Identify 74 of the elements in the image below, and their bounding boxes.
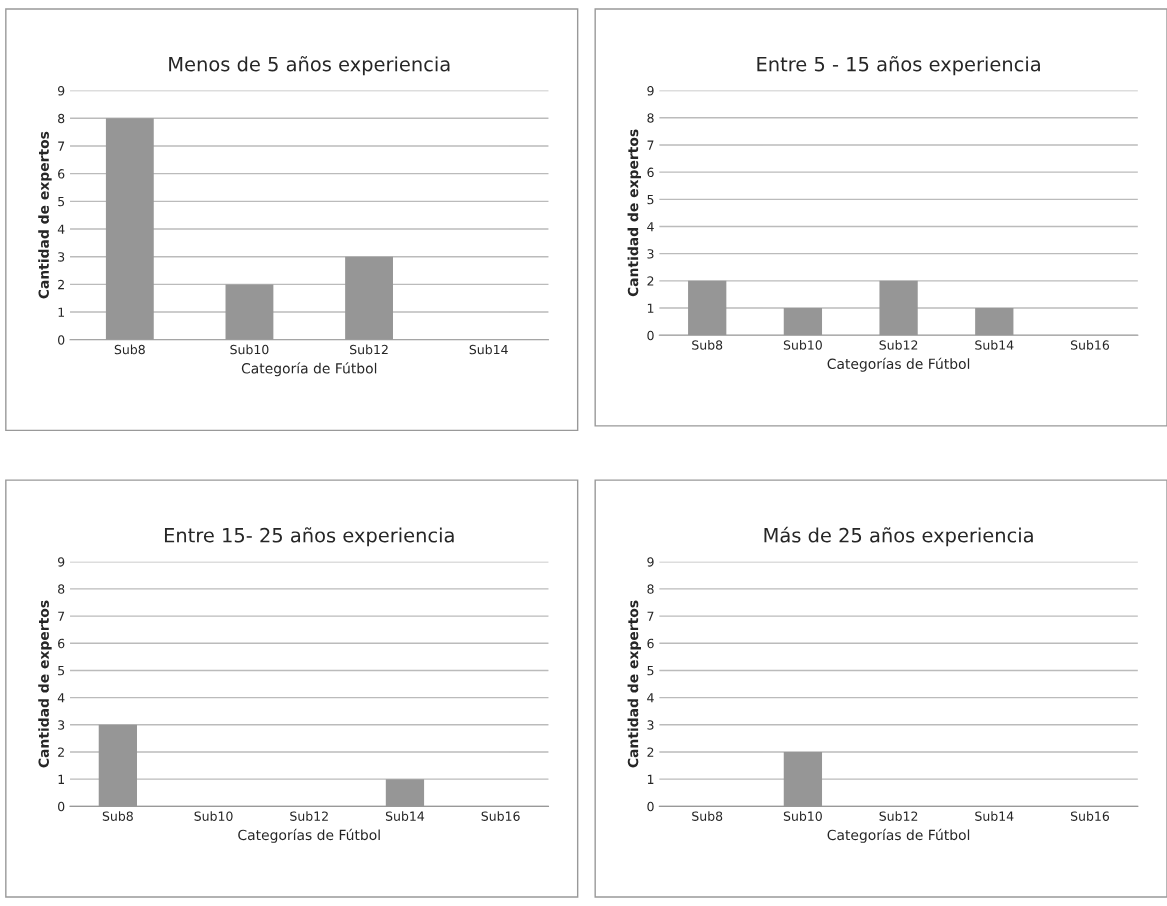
y-tick-label: 5 bbox=[647, 666, 654, 676]
y-tick-label: 6 bbox=[58, 638, 65, 649]
y-tick-label: 6 bbox=[58, 169, 65, 179]
y-axis-title: Cantidad de expertos bbox=[38, 131, 52, 299]
x-axis-title: Categoría de Fútbol bbox=[241, 362, 377, 377]
y-tick-label: 1 bbox=[647, 774, 654, 784]
y-tick-label: 0 bbox=[647, 330, 654, 341]
y-tick-label: 4 bbox=[57, 693, 65, 703]
x-tick-label: Sub12 bbox=[879, 340, 918, 350]
x-tick-label: Sub10 bbox=[783, 811, 822, 821]
y-tick-label: 9 bbox=[57, 557, 65, 567]
x-tick-label: Sub14 bbox=[975, 811, 1014, 821]
y-tick-label: 1 bbox=[58, 774, 64, 784]
y-tick-label: 8 bbox=[58, 113, 65, 124]
y-tick-label: 2 bbox=[58, 747, 64, 757]
chart-title: Menos de 5 años experiencia bbox=[169, 56, 450, 76]
x-tick-label: Sub14 bbox=[385, 811, 425, 821]
y-tick-label: 9 bbox=[647, 86, 654, 96]
x-tick-label: Sub14 bbox=[975, 340, 1014, 350]
y-tick-label: 7 bbox=[58, 141, 65, 151]
x-tick-label: Sub16 bbox=[1070, 340, 1110, 350]
chart-title: Más de 25 años experiencia bbox=[764, 526, 1033, 547]
x-tick-label: Sub10 bbox=[783, 340, 822, 350]
y-tick-label: 1 bbox=[58, 307, 64, 317]
y-tick-label: 1 bbox=[647, 303, 654, 313]
x-axis-title: Categorías de Fútbol bbox=[827, 357, 970, 372]
y-tick-label: 5 bbox=[647, 194, 654, 205]
bar bbox=[225, 284, 274, 340]
y-tick-label: 9 bbox=[647, 557, 654, 567]
y-tick-label: 0 bbox=[647, 801, 654, 812]
x-tick-label: Sub10 bbox=[194, 811, 233, 821]
y-axis-title: Cantidad de expertos bbox=[38, 600, 52, 768]
x-tick-label: Sub8 bbox=[692, 340, 723, 350]
y-tick-label: 4 bbox=[647, 222, 654, 232]
y-tick-label: 3 bbox=[647, 720, 654, 730]
y-tick-label: 7 bbox=[647, 611, 654, 621]
y-tick-label: 3 bbox=[647, 249, 654, 259]
bar bbox=[345, 256, 393, 340]
x-tick-label: Sub12 bbox=[879, 811, 918, 821]
y-tick-label: 3 bbox=[58, 252, 65, 262]
x-tick-label: Sub16 bbox=[481, 811, 520, 821]
x-axis-title: Categorías de Fútbol bbox=[827, 828, 970, 843]
y-tick-label: 7 bbox=[58, 611, 65, 621]
chart-title: Entre 15- 25 años experiencia bbox=[164, 527, 454, 547]
y-tick-label: 7 bbox=[647, 140, 654, 150]
chart-title: Entre 5 - 15 años experiencia bbox=[757, 56, 1040, 76]
x-tick-label: Sub10 bbox=[230, 344, 269, 355]
x-tick-label: Sub8 bbox=[102, 811, 133, 821]
y-tick-label: 6 bbox=[647, 167, 654, 178]
y-tick-label: 8 bbox=[58, 584, 65, 594]
x-tick-label: Sub8 bbox=[692, 811, 723, 821]
x-tick-label: Sub12 bbox=[350, 344, 388, 355]
x-tick-label: Sub14 bbox=[469, 344, 508, 355]
x-tick-label: Sub12 bbox=[290, 811, 328, 821]
y-tick-label: 3 bbox=[58, 720, 65, 730]
y-tick-label: 0 bbox=[58, 801, 65, 812]
y-tick-label: 4 bbox=[57, 224, 65, 234]
y-tick-label: 2 bbox=[58, 279, 64, 290]
x-tick-label: Sub8 bbox=[114, 344, 145, 355]
x-tick-label: Sub16 bbox=[1070, 811, 1110, 821]
y-tick-label: 5 bbox=[58, 196, 65, 207]
x-axis-title: Categorías de Fútbol bbox=[238, 828, 380, 843]
y-tick-label: 8 bbox=[647, 584, 654, 594]
y-tick-label: 2 bbox=[647, 276, 654, 286]
y-axis-title: Cantidad de expertos bbox=[627, 600, 641, 768]
bar bbox=[105, 118, 154, 340]
y-tick-label: 4 bbox=[647, 693, 654, 703]
y-axis-title: Cantidad de expertos bbox=[627, 129, 641, 297]
y-tick-label: 0 bbox=[58, 335, 65, 345]
y-tick-label: 2 bbox=[647, 747, 654, 757]
y-tick-label: 5 bbox=[58, 666, 65, 676]
y-tick-label: 9 bbox=[57, 86, 65, 96]
y-tick-label: 6 bbox=[647, 638, 654, 649]
y-tick-label: 8 bbox=[647, 113, 654, 123]
